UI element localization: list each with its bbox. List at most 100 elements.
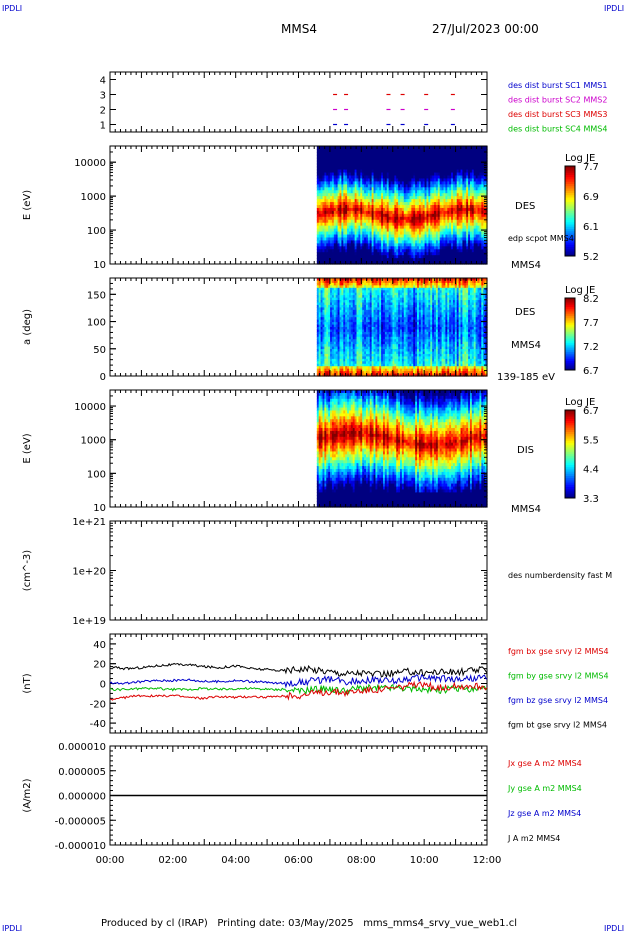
- panel-4-y-tick-label: 1e+20: [72, 567, 106, 578]
- x-tick-label-5: 10:00: [410, 855, 439, 866]
- panel-3-y-tick-label: 1000: [81, 436, 106, 447]
- panel-1-y-axis-label: E (eV): [22, 190, 33, 220]
- panel-1-y-tick-label: 10: [93, 260, 106, 271]
- panel-5-legend-3: fgm bz gse srvy l2 MMS4: [508, 696, 608, 705]
- panel-1-colorbar-tick: 6.1: [583, 222, 599, 233]
- panel-6-y-tick-label: 0.000000: [58, 792, 106, 803]
- panel-5-legend-4: fgm bt gse srvy l2 MMS4: [508, 721, 607, 730]
- panel-2-heatmap: [316, 278, 488, 377]
- panel-3-y-tick-label: 10000: [74, 402, 106, 413]
- panel-1-y-tick-label: 100: [87, 226, 106, 237]
- panel-0-frame: [109, 71, 488, 133]
- panel-3-colorbar-frame: [564, 409, 576, 499]
- x-tick-label-0: 00:00: [96, 855, 125, 866]
- panel-2-y-axis-label: a (deg): [22, 309, 33, 345]
- panel-2-side-label-des: DES: [515, 307, 535, 318]
- panel-4-y-axis-label: (cm^-3): [22, 550, 33, 591]
- panel-2-y-tick-label: 150: [87, 290, 106, 301]
- panel-6-legend-2: Jy gse A m2 MMS4: [507, 784, 582, 793]
- panel-4-frame: [109, 520, 488, 621]
- panel-2-colorbar-title: Log JE: [565, 285, 595, 296]
- panel-1-side-label-des: DES: [515, 201, 535, 212]
- panel-4-legend: des numberdensity fast M: [508, 571, 612, 580]
- panel-2-side-label-energy: 139-185 eV: [497, 372, 555, 383]
- panel-3-colorbar-tick: 3.3: [583, 494, 599, 505]
- panel-0-legend-2: des dist burst SC2 MMS2: [508, 96, 607, 105]
- panel-1-colorbar: [565, 166, 575, 257]
- corner-logo-bottom-right: IPDLI: [604, 924, 625, 933]
- panel-1-colorbar-frame: [564, 165, 576, 257]
- panel-1-colorbar-tick: 6.9: [583, 192, 599, 203]
- panel-3-side-label-dis: DIS: [517, 445, 534, 456]
- panel-2-colorbar-tick: 7.2: [583, 342, 599, 353]
- panel-3-y-tick-label: 10: [93, 503, 106, 514]
- panel-3-colorbar-tick: 6.7: [583, 406, 599, 417]
- spacecraft-title: MMS4: [281, 22, 317, 36]
- corner-logo-bottom-left: IPDLI: [2, 924, 23, 933]
- panel-1-y-tick-label: 10000: [74, 158, 106, 169]
- panel-3-side-label-mms4: MMS4: [511, 504, 541, 515]
- panel-0-y-tick-label: 2: [100, 106, 106, 117]
- panel-0-legend-1: des dist burst SC1 MMS1: [508, 81, 607, 90]
- panel-2-colorbar: [565, 298, 575, 371]
- panel-2-y-tick-label: 0: [100, 372, 106, 383]
- panel-5-legend-2: fgm by gse srvy l2 MMS4: [508, 672, 609, 681]
- panel-2-colorbar-tick: 6.7: [583, 366, 599, 377]
- date-title: 27/Jul/2023 00:00: [432, 22, 539, 36]
- panel-1-colorbar-tick: 7.7: [583, 162, 599, 173]
- panel-1-side-label-mms4: MMS4: [511, 260, 541, 271]
- panel-2-colorbar-tick: 8.2: [583, 294, 599, 305]
- panel-1-colorbar-tick: 5.2: [583, 252, 599, 263]
- panel-0-legend-4: des dist burst SC4 MMS4: [508, 125, 607, 134]
- series-bz-line: [109, 673, 488, 689]
- panel-0-legend-3: des dist burst SC3 MMS3: [508, 110, 607, 119]
- panel-6-legend-1: Jx gse A m2 MMS4: [507, 759, 582, 768]
- panel-6-y-tick-label: -0.000010: [55, 841, 106, 852]
- panel-4-y-tick-label: 1e+21: [72, 517, 106, 528]
- x-tick-label-4: 08:00: [347, 855, 376, 866]
- x-tick-label-1: 02:00: [158, 855, 187, 866]
- panel-3-colorbar-tick: 5.5: [583, 435, 599, 446]
- panel-5-y-tick-label: 40: [93, 640, 106, 651]
- panel-5-y-tick-label: -40: [90, 719, 106, 730]
- panel-3-colorbar-tick: 4.4: [583, 465, 599, 476]
- panel-1-colorbar-title: Log JE: [565, 153, 595, 164]
- panel-1-side-label-scpot: edp scpot MMS4: [508, 234, 574, 243]
- panel-2-side-label-mms4: MMS4: [511, 340, 541, 351]
- panel-2-colorbar-tick: 7.7: [583, 318, 599, 329]
- corner-logo-top-left: IPDLI: [2, 4, 23, 13]
- panel-6-y-tick-label: -0.000005: [55, 816, 106, 827]
- panel-6-y-tick-label: 0.000005: [58, 767, 106, 778]
- panel-3-y-tick-label: 100: [87, 469, 106, 480]
- x-tick-label-6: 12:00: [473, 855, 502, 866]
- panel-0-y-tick-label: 3: [100, 91, 106, 102]
- corner-logo-top-right: IPDLI: [604, 4, 625, 13]
- panel-3-colorbar-title: Log JE: [565, 397, 595, 408]
- panel-5-y-tick-label: 0: [100, 680, 106, 691]
- panel-5-y-tick-label: 20: [93, 660, 106, 671]
- panel-4-y-tick-label: 1e+19: [72, 616, 106, 627]
- panel-2-colorbar-frame: [564, 297, 576, 371]
- series-bx-line: [110, 680, 488, 701]
- panel-3-y-axis-label: E (eV): [22, 433, 33, 463]
- panel-0-y-tick-label: 1: [100, 121, 106, 132]
- panel-5-y-tick-label: -20: [90, 699, 106, 710]
- panel-6-y-tick-label: 0.000010: [58, 742, 106, 753]
- footer-text: Produced by cl (IRAP) Printing date: 03/…: [101, 918, 518, 929]
- panel-2-y-tick-label: 50: [93, 345, 106, 356]
- panel-1-heatmap: [316, 146, 488, 265]
- panel-6-legend-3: Jz gse A m2 MMS4: [507, 809, 581, 818]
- panel-6-y-axis-label: (A/m2): [22, 778, 33, 812]
- panel-0-y-tick-label: 4: [100, 76, 106, 87]
- panel-6-legend-4: J A m2 MMS4: [507, 834, 560, 843]
- panel-1-y-tick-label: 1000: [81, 192, 106, 203]
- panel-5-y-axis-label: (nT): [22, 673, 33, 693]
- x-tick-label-2: 04:00: [221, 855, 250, 866]
- panel-5-legend-1: fgm bx gse srvy l2 MMS4: [508, 647, 609, 656]
- series-by-line: [109, 683, 488, 695]
- x-tick-label-3: 06:00: [284, 855, 313, 866]
- panel-2-y-tick-label: 100: [87, 318, 106, 329]
- series-bt-line: [109, 662, 488, 678]
- panel-3-colorbar: [565, 410, 575, 499]
